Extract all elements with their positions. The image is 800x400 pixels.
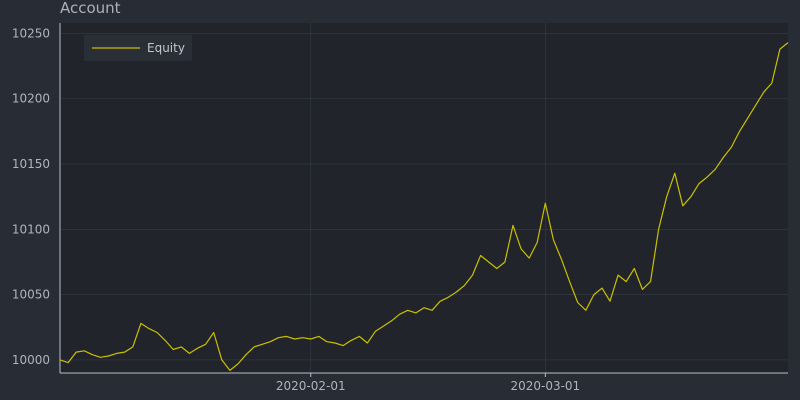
x-tick-label: 2020-02-01 xyxy=(276,379,346,393)
series-line-equity xyxy=(59,42,789,371)
y-tick-label: 10250 xyxy=(12,26,50,40)
y-tick-label: 10200 xyxy=(12,92,50,106)
legend: Equity xyxy=(84,35,192,61)
axes: 10000 10050 10100 10150 10200 10250 2020-02-01… xyxy=(12,23,788,393)
plot-area xyxy=(60,23,788,373)
legend-label-equity: Equity xyxy=(147,41,185,55)
y-tick-label: 10100 xyxy=(12,222,50,236)
y-tick-label: 10000 xyxy=(12,353,50,367)
series-layer xyxy=(59,42,789,371)
chart-title: Account xyxy=(60,0,121,17)
y-tick-label: 10150 xyxy=(12,157,50,171)
y-tick-label: 10050 xyxy=(12,288,50,302)
gridlines xyxy=(60,23,788,373)
x-tick-label: 2020-03-01 xyxy=(510,379,580,393)
